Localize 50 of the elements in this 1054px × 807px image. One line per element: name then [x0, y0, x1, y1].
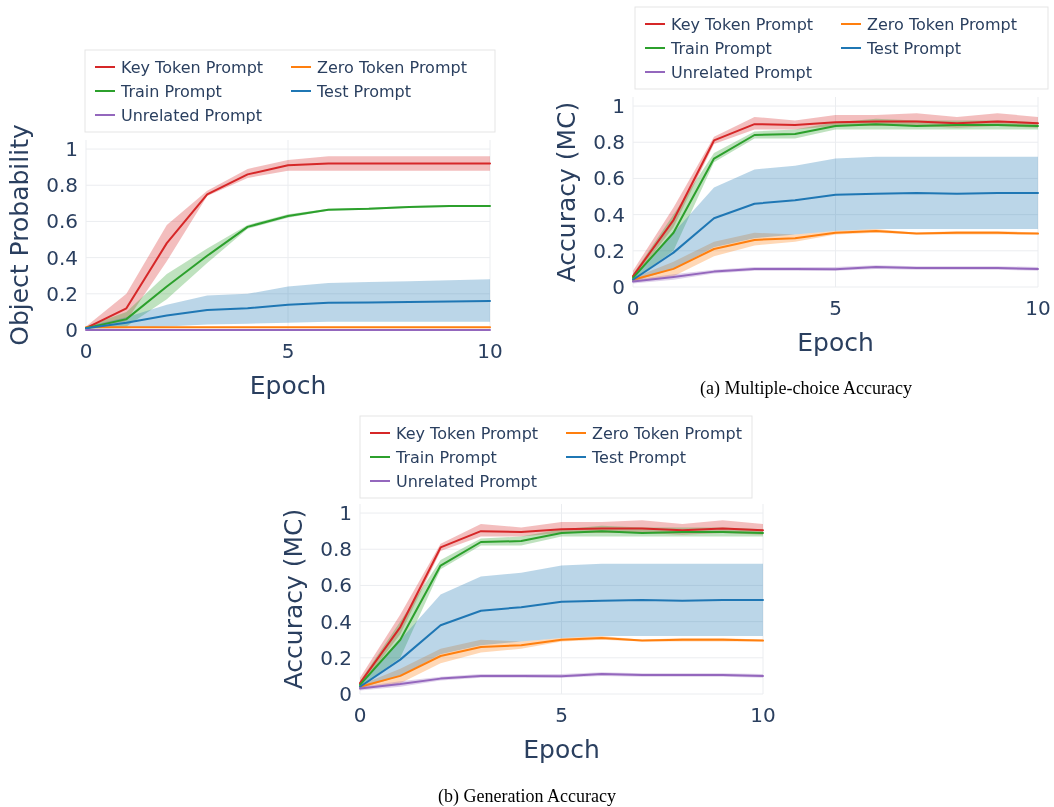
- x-tick-label: 5: [555, 703, 568, 727]
- line-series: [632, 191, 1039, 281]
- y-axis-title: Object Probability: [5, 124, 34, 346]
- legend-label: Train Prompt: [670, 38, 772, 58]
- line-series: [85, 300, 491, 330]
- legend-label: Key Token Prompt: [121, 57, 264, 77]
- legend-label: Unrelated Prompt: [396, 471, 537, 491]
- y-tick-label: 0.4: [320, 609, 352, 634]
- legend-label: Zero Token Prompt: [317, 57, 467, 77]
- y-tick-label: 1: [65, 137, 78, 162]
- text: (b) Generation Accuracy: [438, 786, 616, 807]
- legend-label: Unrelated Prompt: [671, 62, 812, 82]
- y-tick-label: 0.8: [320, 537, 352, 562]
- legend-label: Key Token Prompt: [396, 423, 539, 443]
- y-tick-label: 0.2: [593, 238, 625, 263]
- y-tick-label: 0.4: [46, 245, 78, 270]
- y-tick-label: 0.8: [46, 173, 78, 198]
- y-tick-label: 0.8: [593, 130, 625, 155]
- y-tick-label: 0: [612, 275, 625, 299]
- y-tick-label: 0.6: [593, 166, 625, 191]
- x-axis-title: Epoch: [249, 371, 327, 400]
- legend-label: Test Prompt: [316, 81, 411, 101]
- y-axis-title: Accuracy (MC): [552, 101, 581, 283]
- y-tick-label: 0.2: [46, 281, 78, 306]
- y-tick-label: 0.6: [320, 573, 352, 598]
- x-tick-label: 10: [1025, 296, 1051, 320]
- x-axis-title: Epoch: [797, 328, 874, 357]
- legend-label: Unrelated Prompt: [121, 105, 262, 125]
- x-tick-label: 10: [750, 703, 776, 727]
- x-tick-label: 5: [829, 296, 842, 320]
- line-series: [359, 598, 764, 688]
- legend-label: Key Token Prompt: [671, 14, 814, 34]
- y-tick-label: 0.6: [46, 209, 78, 234]
- legend-label: Test Prompt: [591, 447, 686, 467]
- y-tick-label: 0.4: [593, 202, 625, 227]
- x-axis-title: Epoch: [523, 735, 600, 764]
- x-tick-label: 10: [477, 339, 503, 363]
- x-tick-label: 5: [281, 339, 295, 363]
- text: (a) Multiple-choice Accuracy: [700, 378, 912, 399]
- legend-label: Test Prompt: [866, 38, 961, 58]
- y-tick-label: 1: [339, 501, 352, 526]
- y-tick-label: 0: [65, 318, 78, 342]
- legend-label: Zero Token Prompt: [867, 14, 1017, 34]
- y-tick-label: 0: [339, 682, 352, 706]
- y-axis-title: Accuracy (MC): [279, 508, 308, 690]
- legend-label: Train Prompt: [120, 81, 222, 101]
- legend-label: Zero Token Prompt: [592, 423, 742, 443]
- legend-label: Train Prompt: [395, 447, 497, 467]
- y-tick-label: 1: [612, 94, 625, 119]
- y-tick-label: 0.2: [320, 645, 352, 670]
